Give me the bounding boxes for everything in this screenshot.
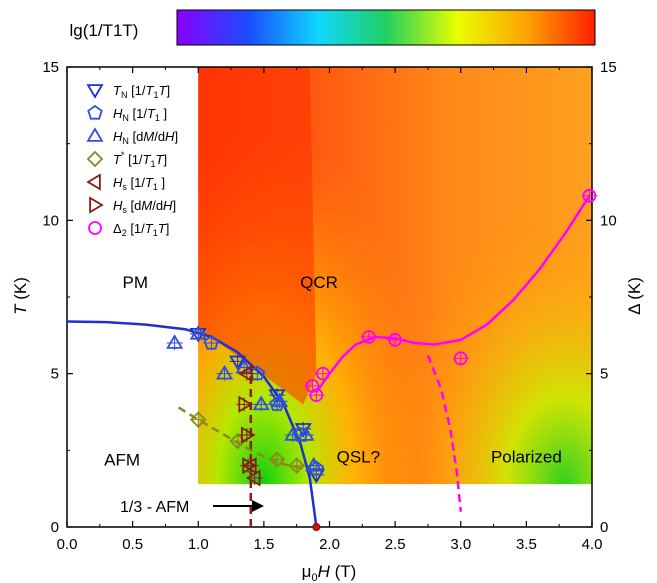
marker-circle [309, 388, 324, 403]
legend-label: Hs [dM/dH] [113, 198, 176, 215]
x-tick-label: 1.5 [253, 536, 274, 553]
marker-triangle-up [166, 334, 184, 349]
legend-label: HN [dM/dH] [113, 129, 178, 146]
heatmap-critical-region [198, 67, 317, 405]
region-label: AFM [104, 451, 140, 470]
legend-marker-triangle-down [86, 84, 104, 99]
marker-triangle-left [245, 469, 261, 487]
marker-triangle-up [305, 456, 323, 472]
legend-marker-pentagon [87, 104, 103, 120]
legend: TN [1/T1T] HN [1/T1 ] HN [dM/dH] T* [1/T1T]… [86, 83, 178, 238]
colorbar-label: lg(1/T1T) [70, 21, 139, 40]
marker-pentagon [203, 334, 220, 350]
legend-label: T* [1/T1T] [113, 150, 167, 169]
marker-triangle-left [238, 365, 253, 383]
colorbar [176, 9, 596, 46]
marker-circle [361, 329, 376, 344]
legend-label: Δ2 [1/T1T] [113, 221, 169, 238]
region-label: Polarized [491, 448, 562, 467]
region-label: PM [123, 273, 149, 292]
y-tick-label-right: 15 [600, 59, 617, 76]
marker-triangle-right [241, 426, 256, 444]
x-tick-label: 3.0 [450, 536, 471, 553]
heatmap-low-right [316, 67, 592, 485]
y-tick-label-right: 0 [600, 519, 608, 536]
marker-diamond [268, 451, 286, 468]
y-tick-label: 0 [51, 519, 59, 536]
marker-triangle-up [271, 392, 289, 408]
x-tick-label: 0.5 [122, 536, 143, 553]
marker-diamond [189, 411, 207, 428]
legend-label: TN [1/T1T] [113, 83, 170, 100]
critical-point [312, 523, 321, 531]
y-tick-label-right: 5 [600, 366, 608, 383]
marker-triangle-up [252, 395, 270, 411]
afm13-annotation: 1/3 - AFM [120, 499, 264, 516]
marker-triangle-down [229, 355, 247, 371]
marker-triangle-up [235, 358, 253, 374]
marker-triangle-right [242, 457, 257, 475]
curve--2-fit [315, 195, 591, 393]
afm13-arrow-head [252, 500, 264, 512]
x-tick-label: 1.0 [188, 536, 209, 553]
marker-triangle-up [189, 325, 207, 340]
region-labels: PM QCR AFM QSL? Polarized [104, 273, 562, 470]
data-markers [166, 188, 598, 531]
y-tick-label: 10 [42, 212, 59, 229]
legend-marker-triangle-up [86, 127, 104, 142]
marker-triangle-up [297, 426, 315, 441]
marker-circle [453, 351, 468, 366]
y-tick-label: 15 [42, 59, 59, 76]
marker-triangle-up [215, 364, 234, 380]
region-label: QCR [300, 273, 338, 292]
svg-text:Δ (K): Δ (K) [625, 277, 644, 315]
legend-marker-circle [88, 221, 102, 235]
region-label: QSL? [337, 448, 380, 467]
y-axis-label-left: T (K) [11, 277, 30, 315]
legend-marker-diamond [86, 150, 104, 168]
y-tick-label: 5 [51, 366, 59, 383]
legend-marker-triangle-right [89, 196, 104, 214]
legend-label: HN [1/T1 ] [113, 106, 167, 123]
marker-triangle-up [284, 426, 302, 441]
marker-triangle-right [238, 395, 253, 413]
curve-afm-boundary [66, 320, 318, 528]
marker-diamond [288, 457, 305, 474]
curve-polarized-boundary [426, 354, 463, 512]
x-tick-label: 3.5 [516, 536, 537, 553]
marker-circle [305, 379, 320, 393]
marker-circle [316, 366, 330, 381]
marker-circle [388, 333, 403, 347]
y-axis-label-right: Δ (K) [625, 277, 644, 315]
legend-marker-triangle-left [86, 173, 101, 191]
x-axis-label: μ0H (T) [302, 562, 357, 583]
x-tick-label: 2.0 [319, 536, 340, 553]
y-tick-label-right: 10 [600, 212, 617, 229]
svg-text:T (K): T (K) [11, 277, 30, 315]
x-tick-label: 2.5 [385, 536, 406, 553]
svg-text:μ0H (T): μ0H (T) [302, 562, 357, 583]
afm13-label: 1/3 - AFM [120, 499, 189, 516]
x-tick-label: 4.0 [582, 536, 603, 553]
x-tick-label: 0.0 [57, 536, 78, 553]
marker-circle [582, 188, 597, 203]
heatmap-region [198, 67, 592, 485]
legend-label: Hs [1/T1 ] [113, 175, 165, 192]
